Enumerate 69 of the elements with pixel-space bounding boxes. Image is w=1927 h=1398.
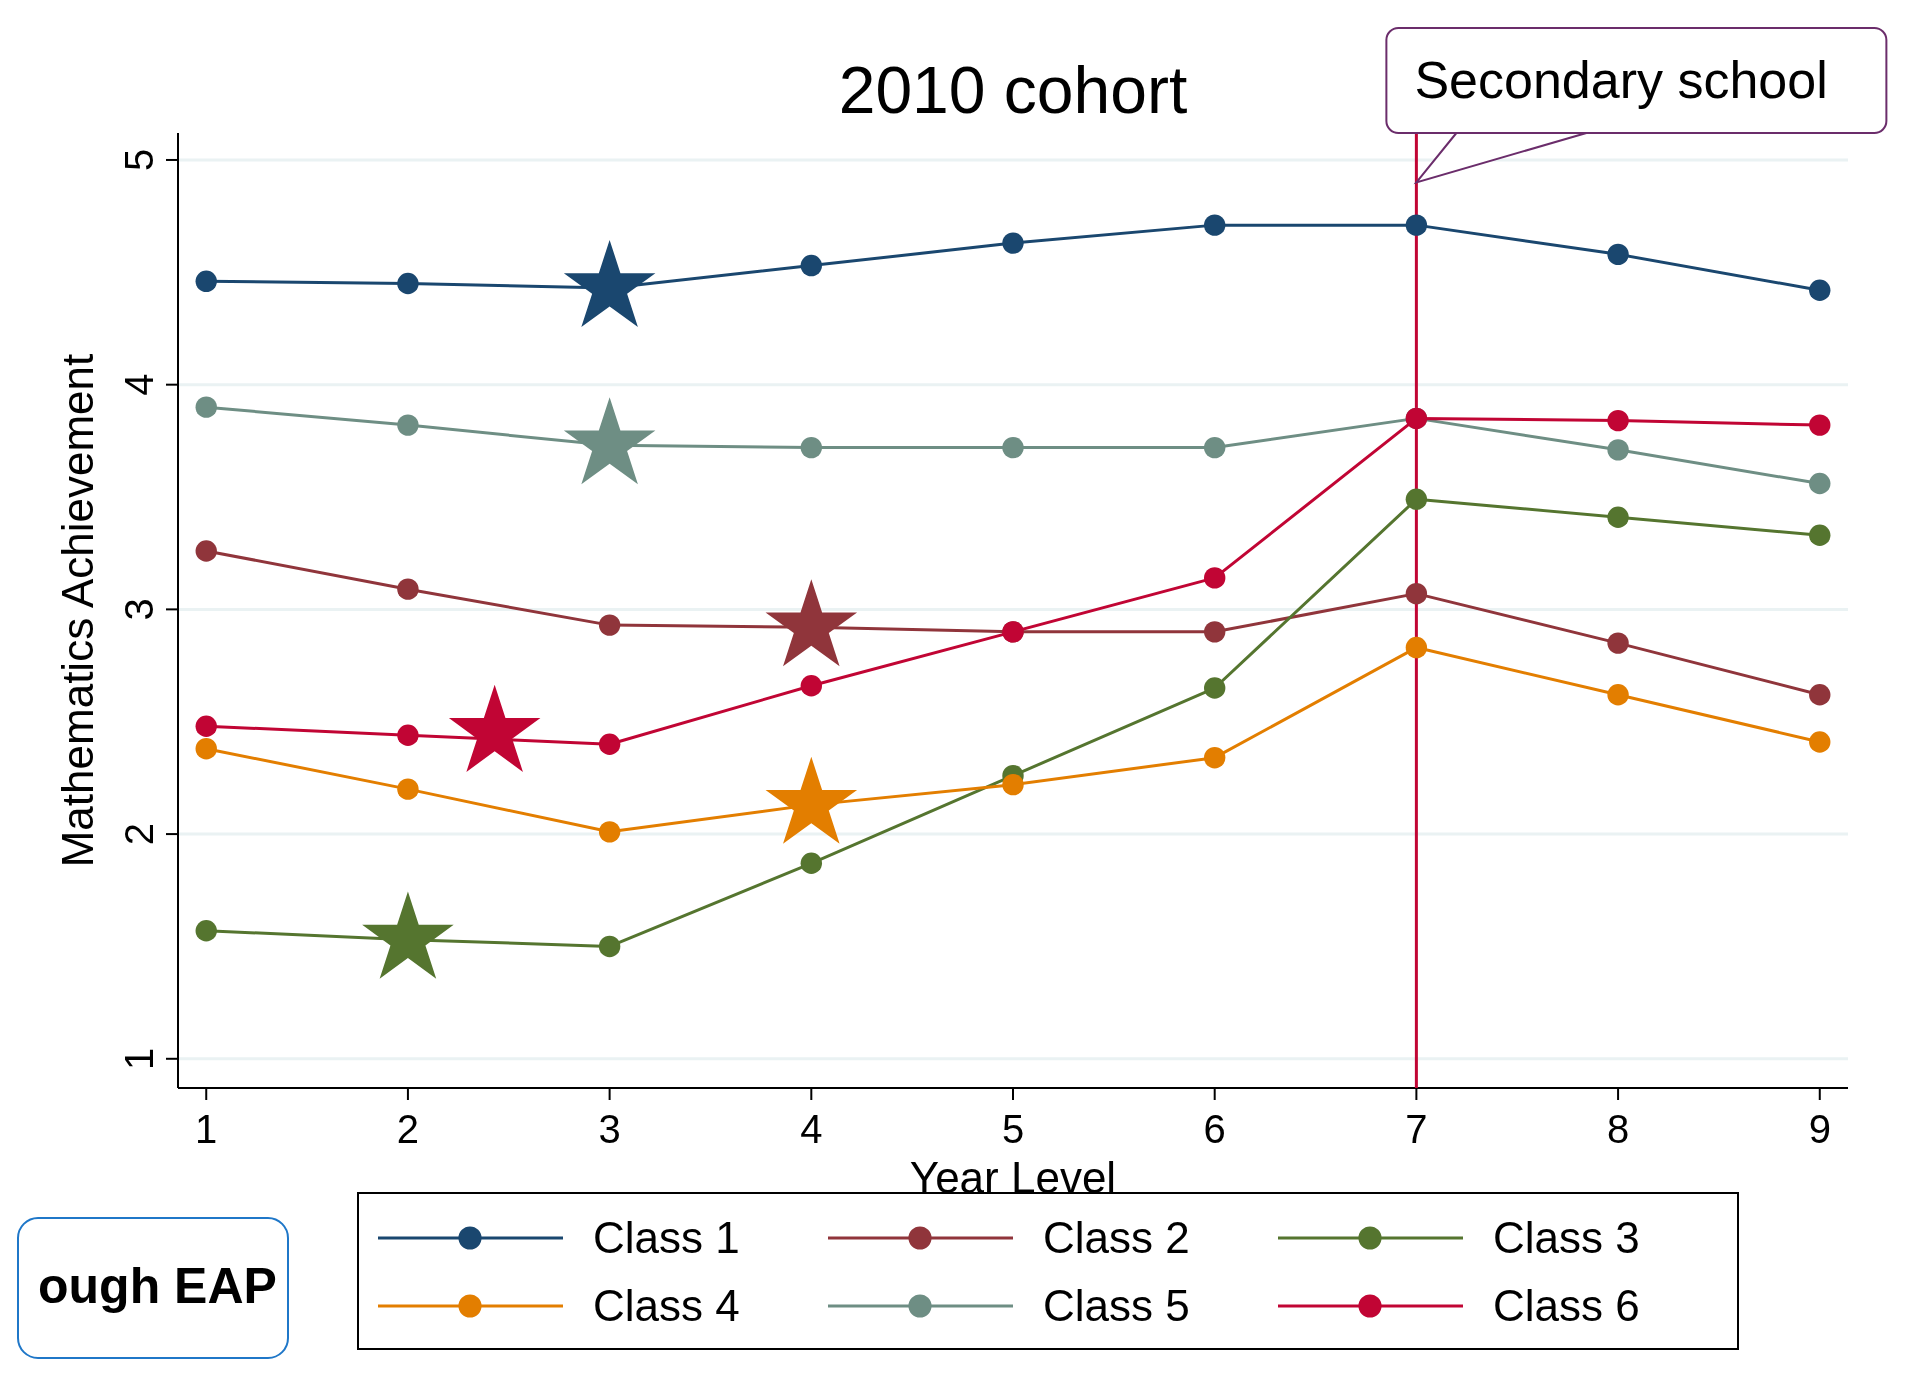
point: [1405, 214, 1428, 236]
point: [598, 614, 621, 636]
x-axis-title: Year Level: [909, 1153, 1117, 1202]
point: [195, 540, 217, 562]
point: [195, 738, 217, 760]
x-tick-label: 1: [195, 1107, 218, 1151]
point: [1809, 414, 1831, 436]
legend-label: Class 5: [1043, 1281, 1190, 1330]
point: [1607, 632, 1629, 654]
point: [397, 724, 419, 746]
annotation: Secondary school: [1414, 51, 1828, 109]
legend-label: Class 4: [593, 1281, 740, 1330]
point: [1607, 409, 1629, 432]
point: [598, 733, 621, 755]
x-tick-label: 5: [1001, 1107, 1025, 1151]
point: [598, 821, 621, 843]
point: [1002, 436, 1024, 459]
point: [1405, 582, 1428, 605]
x-tick-label: 7: [1405, 1107, 1428, 1151]
point: [397, 272, 419, 295]
point: [1203, 621, 1226, 643]
point: [800, 436, 823, 459]
point: [195, 715, 217, 737]
point: [1607, 684, 1629, 706]
point: [1203, 677, 1226, 699]
point: [1607, 506, 1629, 528]
point: [397, 414, 419, 436]
point: [800, 254, 823, 277]
point: [800, 852, 823, 874]
legend-label: Class 3: [1493, 1213, 1640, 1262]
point: [1607, 439, 1629, 461]
legend-label: Class 1: [593, 1213, 740, 1262]
point: [195, 396, 217, 418]
legend-label: Class 2: [1043, 1213, 1190, 1262]
point: [195, 270, 217, 292]
x-tick-label: 9: [1808, 1107, 1831, 1151]
legend-label: Class 6: [1493, 1281, 1640, 1330]
point: [1405, 488, 1428, 510]
y-tick-label: 3: [117, 598, 161, 621]
point: [1203, 567, 1226, 589]
x-tick-label: 3: [598, 1107, 621, 1151]
point: [1203, 747, 1226, 769]
chart-title: 2010 cohort: [838, 53, 1188, 127]
point: [1607, 243, 1629, 266]
text: ough EAP: [38, 1258, 277, 1314]
point: [800, 675, 823, 697]
point: [598, 935, 621, 958]
point: [1002, 232, 1024, 254]
y-tick-label: 2: [117, 822, 161, 846]
y-tick-label: 1: [117, 1047, 161, 1070]
point: [1809, 279, 1831, 301]
point: [1809, 731, 1831, 753]
y-axis-title: Mathematics Achievement: [53, 353, 102, 868]
point: [397, 578, 419, 600]
point: [1809, 472, 1831, 495]
point: [1203, 214, 1226, 236]
x-tick-label: 6: [1203, 1107, 1226, 1151]
point: [1405, 636, 1428, 659]
point: [1002, 773, 1024, 796]
x-tick-label: 4: [800, 1107, 823, 1151]
y-tick-label: 5: [117, 148, 161, 172]
point: [195, 920, 217, 942]
x-tick-label: 2: [396, 1107, 420, 1151]
point: [1809, 684, 1831, 706]
point: [1809, 524, 1831, 546]
y-tick-label: 4: [117, 373, 161, 396]
point: [397, 778, 419, 800]
x-tick-label: 8: [1606, 1107, 1630, 1151]
point: [1203, 436, 1226, 459]
